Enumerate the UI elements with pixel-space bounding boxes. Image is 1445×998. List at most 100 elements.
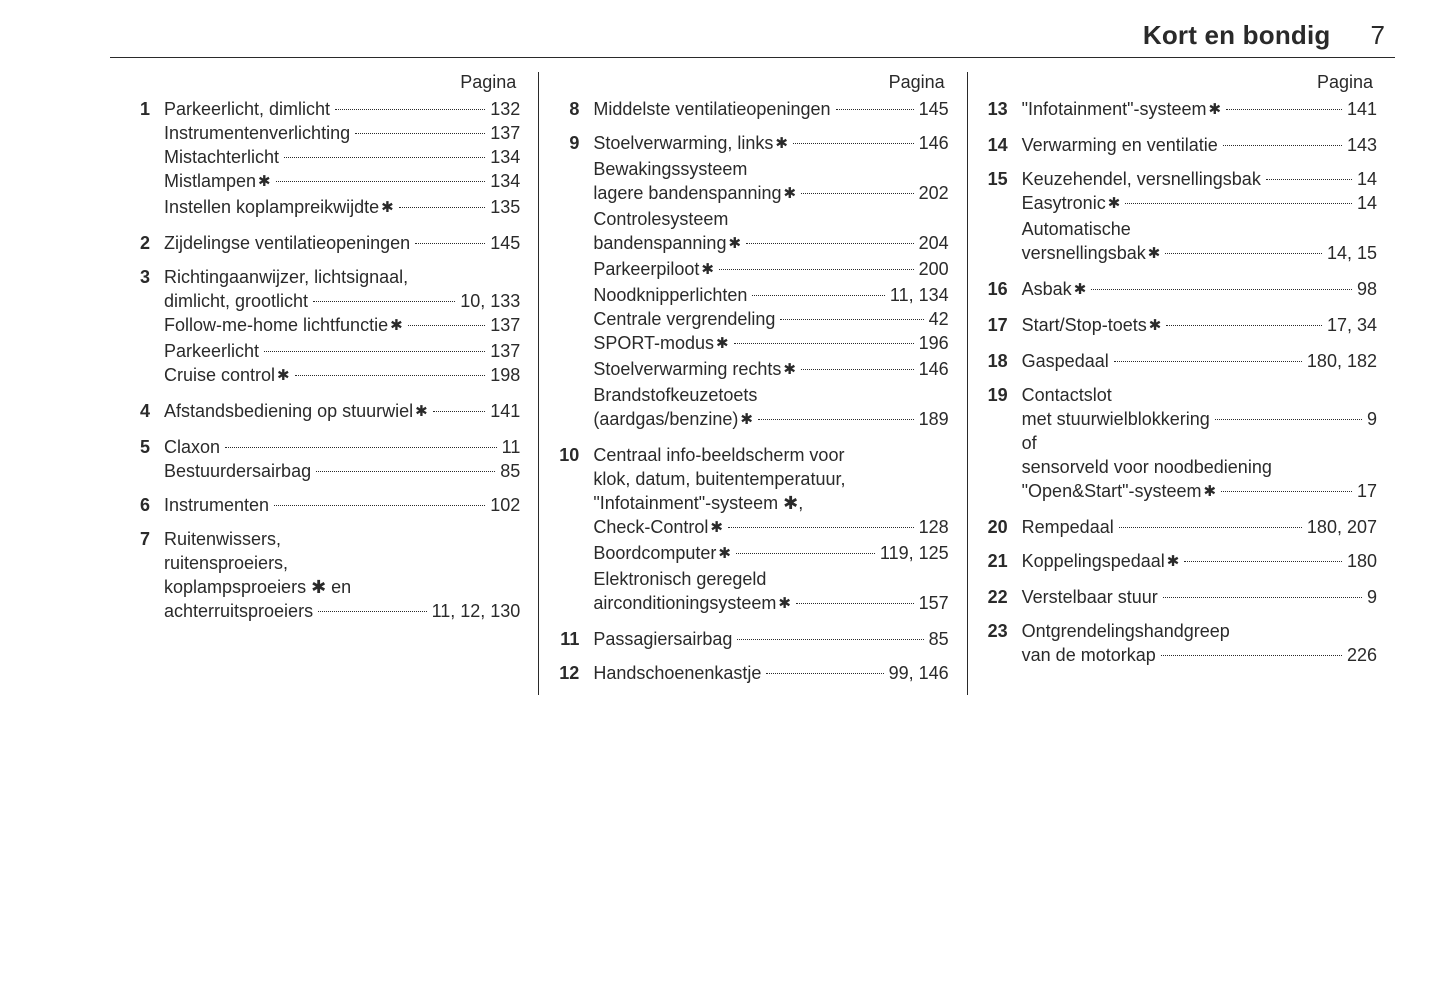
index-line: Passagiersairbag85 [593,627,948,651]
index-entry: 8Middelste ventilatieopeningen145 [557,97,948,121]
entry-lines: Verstelbaar stuur9 [1022,585,1377,609]
index-line: airconditioningsysteem✱157 [593,591,948,617]
entry-lines: Parkeerlicht, dimlicht132Instrumentenver… [164,97,520,221]
line-page: 9 [1367,407,1377,431]
dot-leader [752,295,884,296]
line-page: 196 [919,331,949,355]
star-icon: ✱ [726,232,741,256]
index-line: bandenspanning✱204 [593,231,948,257]
line-label: Elektronisch geregeld [593,567,766,591]
entry-number: 4 [128,399,150,423]
dot-leader [225,447,497,448]
line-label: (aardgas/benzine) [593,407,738,431]
entry-lines: Passagiersairbag85 [593,627,948,651]
line-label: van de motorkap [1022,643,1156,667]
dot-leader [335,109,485,110]
line-label: Centraal info-beeldscherm voor [593,443,844,467]
line-label: Stoelverwarming rechts [593,357,781,381]
entry-number: 16 [986,277,1008,301]
line-page: 17, 34 [1327,313,1377,337]
index-entry: 13"Infotainment"-systeem✱141 [986,97,1377,123]
entry-number: 13 [986,97,1008,121]
line-page: 132 [490,97,520,121]
index-line: Cruise control✱198 [164,363,520,389]
star-icon: ✱ [1106,192,1121,216]
index-column: Pagina1Parkeerlicht, dimlicht132Instrume… [110,72,538,695]
dot-leader [274,505,485,506]
index-line: van de motorkap226 [1022,643,1377,667]
index-entry: 11Passagiersairbag85 [557,627,948,651]
line-label: Rempedaal [1022,515,1114,539]
index-entry: 4 Afstandsbediening op stuurwiel✱141 [128,399,520,425]
index-line: Instrumenten102 [164,493,520,517]
line-label: achterruitsproeiers [164,599,313,623]
dot-leader [433,411,486,412]
line-page: 180, 207 [1307,515,1377,539]
chapter-title: Kort en bondig [1143,20,1331,51]
dot-leader [399,207,486,208]
line-label: Verstelbaar stuur [1022,585,1158,609]
index-entry: 1Parkeerlicht, dimlicht132Instrumentenve… [128,97,520,221]
dot-leader [780,319,923,320]
entry-number: 9 [557,131,579,155]
line-label: Brandstofkeuzetoets [593,383,757,407]
index-entry: 7Ruitenwissers,ruitensproeiers,koplampsp… [128,527,520,623]
entry-number: 23 [986,619,1008,643]
line-page: 180, 182 [1307,349,1377,373]
line-label: Passagiersairbag [593,627,732,651]
line-page: 135 [490,195,520,219]
entry-lines: Start/Stop-toets✱17, 34 [1022,313,1377,339]
index-line: Easytronic✱14 [1022,191,1377,217]
line-label: ruitensproeiers, [164,551,288,575]
dot-leader [1226,109,1342,110]
dot-leader [313,301,455,302]
entry-lines: Ontgrendelingshandgreepvan de motorkap22… [1022,619,1377,667]
line-page: 10, 133 [460,289,520,313]
star-icon: ✱ [714,332,729,356]
line-label: versnellingsbak [1022,241,1146,265]
index-line: Boordcomputer✱119, 125 [593,541,948,567]
entry-number: 12 [557,661,579,685]
star-icon: ✱ [1165,550,1180,574]
page-number: 7 [1371,20,1385,51]
index-line: lagere bandenspanning✱202 [593,181,948,207]
entry-lines: Ruitenwissers,ruitensproeiers,koplampspr… [164,527,520,623]
column-heading: Pagina [986,72,1377,93]
entry-number: 17 [986,313,1008,337]
line-label: Parkeerpiloot [593,257,699,281]
page-header: Kort en bondig 7 [110,20,1395,51]
star-icon: ✱ [773,132,788,156]
entry-number: 3 [128,265,150,289]
star-icon: ✱ [716,542,731,566]
entry-lines: Stoelverwarming, links✱146Bewakingssyste… [593,131,948,433]
index-line: Stoelverwarming rechts✱146 [593,357,948,383]
index-line: Afstandsbediening op stuurwiel✱141 [164,399,520,425]
line-label: Controlesysteem [593,207,728,231]
entry-lines: Koppelingspedaal✱180 [1022,549,1377,575]
index-line: Stoelverwarming, links✱146 [593,131,948,157]
star-icon: ✱ [782,182,797,206]
line-page: 85 [500,459,520,483]
index-entry: 10Centraal info-beeldscherm voorklok, da… [557,443,948,617]
index-line: Claxon11 [164,435,520,459]
index-entry: 22Verstelbaar stuur9 [986,585,1377,609]
index-line: "Open&Start"-systeem✱17 [1022,479,1377,505]
dot-leader [1114,361,1302,362]
dot-leader [719,269,914,270]
line-label: Follow-me-home lichtfunctie [164,313,388,337]
index-line: Ontgrendelingshandgreep [1022,619,1377,643]
line-label: Start/Stop-toets [1022,313,1147,337]
entry-lines: Rempedaal 180, 207 [1022,515,1377,539]
header-rule [110,57,1395,58]
index-line: Verwarming en ventilatie143 [1022,133,1377,157]
entry-lines: Asbak✱98 [1022,277,1377,303]
entry-number: 18 [986,349,1008,373]
entry-lines: Middelste ventilatieopeningen145 [593,97,948,121]
line-label: Parkeerlicht [164,339,259,363]
dot-leader [737,639,923,640]
entry-number: 2 [128,231,150,255]
line-page: 202 [919,181,949,205]
dot-leader [801,193,914,194]
line-label: Koppelingspedaal [1022,549,1165,573]
index-line: Mistlampen✱134 [164,169,520,195]
